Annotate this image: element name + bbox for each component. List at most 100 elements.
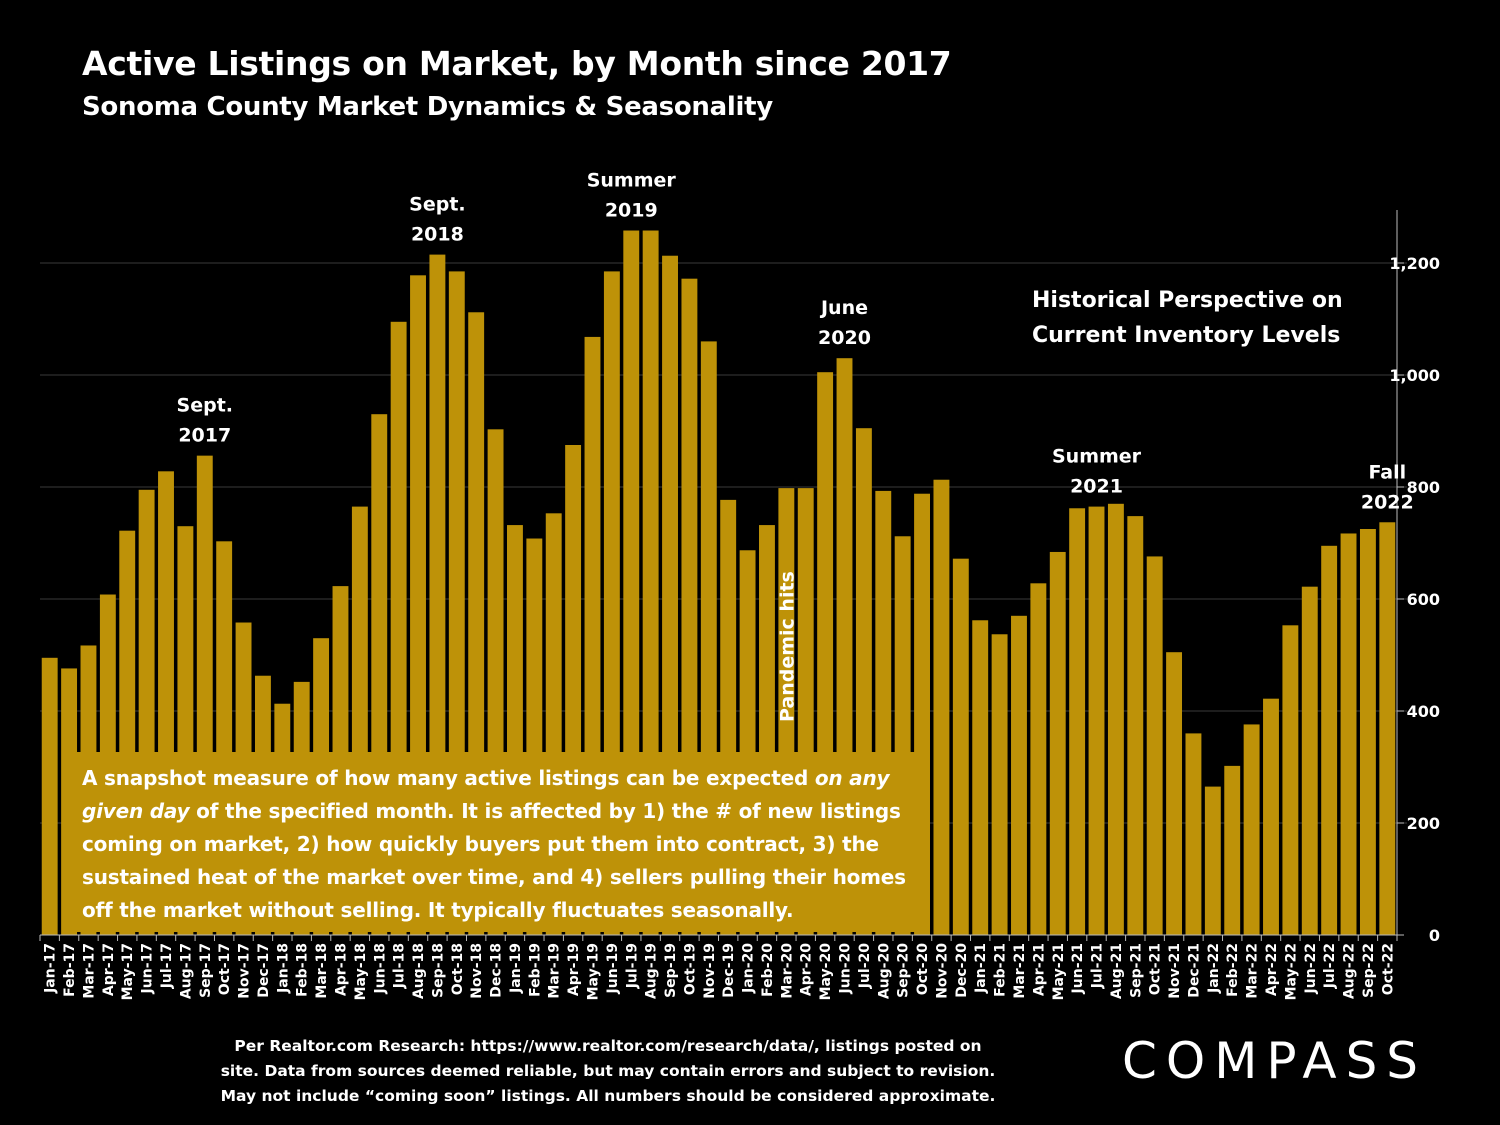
y-tick-label: 200 bbox=[1407, 814, 1440, 833]
description-box: A snapshot measure of how many active li… bbox=[62, 752, 930, 932]
pandemic-label: Pandemic hits bbox=[776, 571, 798, 722]
bar-dec-20 bbox=[952, 558, 969, 935]
chart-subtitle: Sonoma County Market Dynamics & Seasonal… bbox=[82, 92, 773, 122]
bar-mar-22 bbox=[1243, 724, 1260, 935]
x-tick-label: Apr-18 bbox=[333, 943, 349, 996]
x-tick-label: Jun-21 bbox=[1070, 943, 1086, 994]
annotation-label: June bbox=[819, 297, 868, 319]
x-tick-label: Aug-19 bbox=[644, 943, 660, 999]
y-tick-label: 800 bbox=[1407, 478, 1440, 497]
x-tick-label: Apr-17 bbox=[101, 943, 117, 996]
source-line2: site. Data from sources deemed reliable,… bbox=[220, 1062, 996, 1080]
annotation-label: 2020 bbox=[818, 327, 871, 349]
x-tick-label: Jul-20 bbox=[857, 943, 873, 990]
y-tick-label: 1,000 bbox=[1389, 366, 1440, 385]
x-tick-label: Jan-18 bbox=[275, 943, 291, 994]
x-tick-label: Feb-18 bbox=[295, 943, 311, 997]
x-tick-label: Feb-19 bbox=[527, 943, 543, 997]
compass-logo: COMPASS bbox=[1122, 1032, 1428, 1090]
x-tick-label: Jan-21 bbox=[973, 943, 989, 994]
x-tick-label: Jan-22 bbox=[1206, 943, 1222, 994]
x-tick-label: Dec-18 bbox=[489, 943, 505, 998]
description-text-2: of the specified month. It is affected b… bbox=[82, 799, 906, 922]
bar-nov-20 bbox=[933, 479, 950, 935]
x-tick-label: Oct-19 bbox=[682, 943, 698, 995]
x-tick-label: Nov-21 bbox=[1167, 943, 1183, 999]
x-tick-label: Mar-18 bbox=[314, 943, 330, 999]
annotation-label: 2018 bbox=[411, 224, 464, 246]
x-tick-label: Feb-17 bbox=[62, 943, 78, 997]
y-tick-label: 0 bbox=[1429, 926, 1440, 945]
x-tick-label: Aug-22 bbox=[1342, 943, 1358, 999]
x-tick-label: Apr-22 bbox=[1264, 943, 1280, 996]
bar-oct-21 bbox=[1146, 556, 1163, 935]
x-tick-label: Jul-18 bbox=[392, 943, 408, 989]
y-tick-label: 600 bbox=[1407, 590, 1440, 609]
x-tick-label: Jun-19 bbox=[605, 943, 621, 994]
x-tick-label: Sep-17 bbox=[198, 943, 214, 998]
x-tick-label: Jul-17 bbox=[159, 943, 175, 989]
source-line3: May not include “coming soon” listings. … bbox=[220, 1087, 996, 1105]
bar-jun-22 bbox=[1301, 586, 1318, 935]
bar-jun-21 bbox=[1069, 508, 1086, 935]
y-tick-label: 400 bbox=[1407, 702, 1440, 721]
x-tick-label: Oct-17 bbox=[217, 943, 233, 995]
bar-aug-22 bbox=[1340, 533, 1357, 935]
x-tick-label: Feb-21 bbox=[993, 943, 1009, 997]
x-tick-label: May-17 bbox=[120, 943, 136, 1000]
x-tick-label: Aug-21 bbox=[1109, 943, 1125, 999]
bar-jul-21 bbox=[1088, 506, 1105, 935]
bar-feb-21 bbox=[991, 634, 1008, 935]
x-tick-label: May-19 bbox=[585, 943, 601, 1000]
x-tick-label: Feb-20 bbox=[760, 943, 776, 997]
x-tick-label: Dec-20 bbox=[954, 943, 970, 998]
x-tick-label: Mar-19 bbox=[547, 943, 563, 999]
bar-feb-22 bbox=[1224, 765, 1241, 935]
x-tick-label: Jan-20 bbox=[741, 943, 757, 994]
bar-may-22 bbox=[1282, 625, 1299, 935]
x-tick-label: Jul-21 bbox=[1090, 943, 1106, 989]
x-tick-label: Sep-22 bbox=[1361, 943, 1377, 998]
perspective-note: Historical Perspective on Current Invent… bbox=[1032, 283, 1343, 353]
bar-sep-21 bbox=[1127, 516, 1144, 935]
annotation-label: 2019 bbox=[605, 200, 658, 222]
x-tick-label: May-20 bbox=[818, 943, 834, 1001]
x-tick-label: Apr-20 bbox=[799, 943, 815, 996]
x-tick-label: Jun-22 bbox=[1303, 943, 1319, 994]
x-tick-label: Oct-18 bbox=[450, 943, 466, 995]
x-tick-label: Jan-19 bbox=[508, 943, 524, 994]
x-tick-label: Oct-20 bbox=[915, 943, 931, 995]
description-text-1: A snapshot measure of how many active li… bbox=[82, 766, 815, 790]
x-tick-label: Nov-20 bbox=[934, 943, 950, 999]
annotation-label: Summer bbox=[587, 170, 677, 192]
bar-jan-17 bbox=[41, 657, 58, 935]
bar-mar-21 bbox=[1011, 615, 1027, 935]
description-italic: on any given day bbox=[82, 766, 890, 823]
x-tick-label: Dec-21 bbox=[1186, 943, 1202, 998]
bar-may-21 bbox=[1049, 551, 1066, 935]
x-tick-label: Jan-17 bbox=[43, 943, 59, 994]
annotation-label: Fall bbox=[1368, 461, 1406, 483]
x-tick-label: Feb-22 bbox=[1225, 943, 1241, 997]
x-tick-label: Jun-18 bbox=[372, 943, 388, 994]
x-tick-label: Sep-19 bbox=[663, 943, 679, 998]
bar-oct-22 bbox=[1379, 522, 1396, 935]
x-tick-label: Apr-19 bbox=[566, 943, 582, 996]
source-note: Per Realtor.com Research: https://www.re… bbox=[190, 1034, 1026, 1109]
bar-dec-21 bbox=[1185, 733, 1202, 935]
x-tick-label: Sep-21 bbox=[1128, 943, 1144, 998]
annotation-label: Sept. bbox=[177, 395, 233, 417]
x-tick-label: Jul-19 bbox=[624, 943, 640, 989]
x-tick-label: May-21 bbox=[1051, 943, 1067, 1000]
x-tick-label: Nov-19 bbox=[702, 943, 718, 999]
bar-jul-22 bbox=[1321, 545, 1338, 935]
x-tick-label: Sep-20 bbox=[896, 943, 912, 998]
x-tick-label: Mar-21 bbox=[1012, 943, 1028, 999]
annotation-label: Sept. bbox=[409, 194, 465, 216]
annotation-label: 2022 bbox=[1361, 491, 1414, 513]
y-tick-label: 1,200 bbox=[1389, 254, 1440, 273]
x-tick-label: Jun-20 bbox=[838, 943, 854, 995]
x-tick-label: May-18 bbox=[353, 943, 369, 1000]
bar-aug-21 bbox=[1107, 503, 1124, 935]
